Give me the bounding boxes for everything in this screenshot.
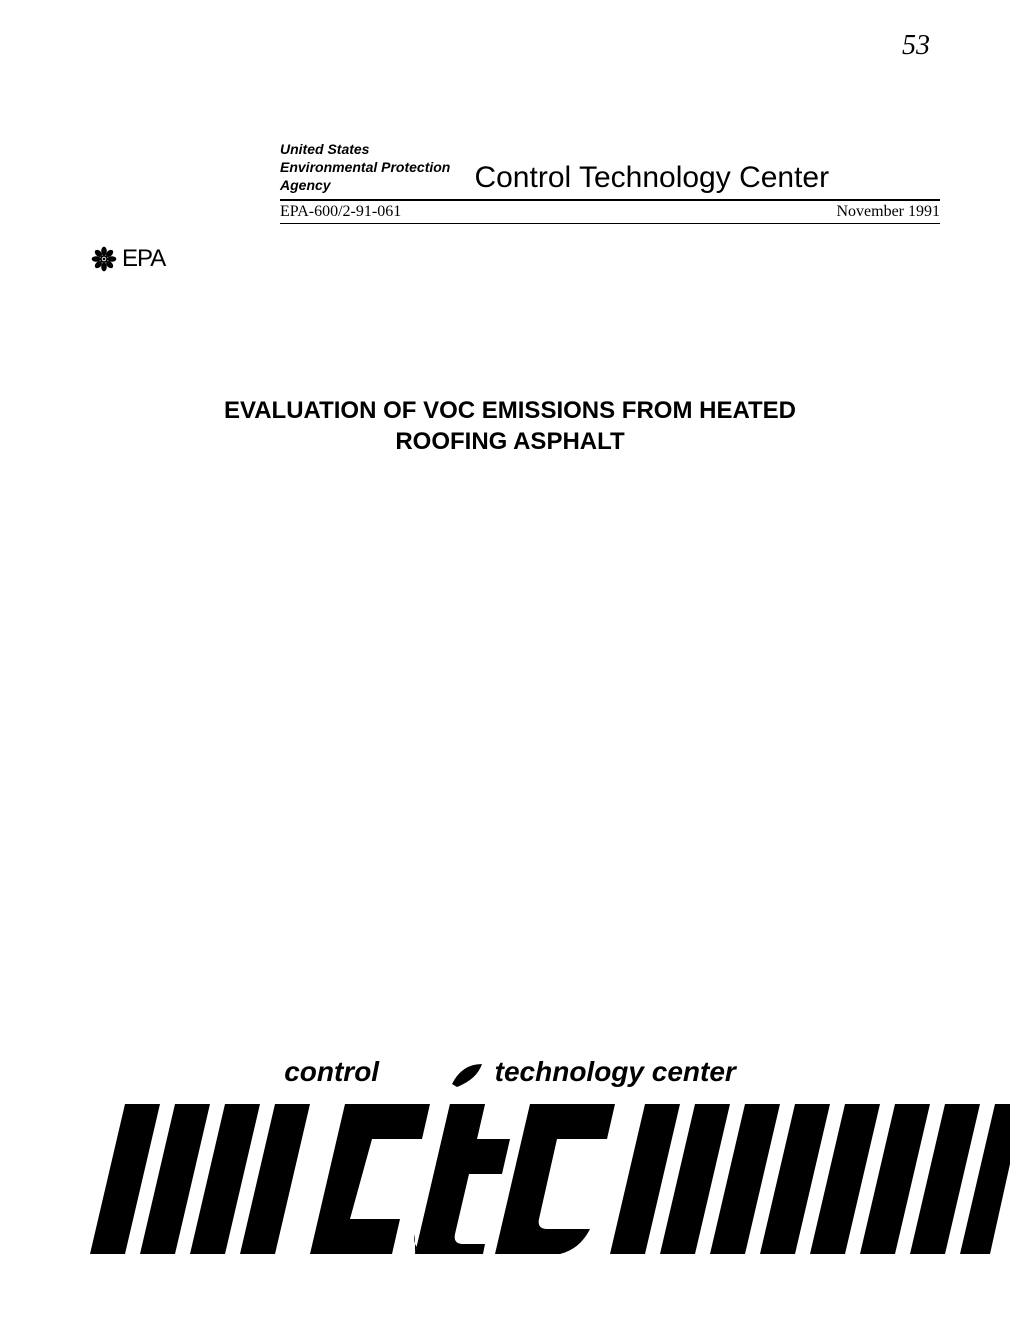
- header-rule-bottom: [280, 223, 940, 224]
- document-title: EVALUATION OF VOC EMISSIONS FROM HEATED …: [0, 395, 1020, 457]
- title-line-1: EVALUATION OF VOC EMISSIONS FROM HEATED: [100, 395, 920, 426]
- agency-line-1: United States: [280, 141, 369, 157]
- footer-tagline-right: technology center: [495, 1056, 736, 1087]
- agency-line-2: Environmental Protection: [280, 159, 450, 175]
- agency-name: United States Environmental Protection A…: [280, 140, 460, 195]
- epa-flower-icon: [90, 245, 118, 273]
- handwritten-page-number: 53: [902, 30, 930, 62]
- report-date: November 1991: [836, 203, 940, 221]
- footer-tagline-left: control: [284, 1056, 379, 1087]
- document-header: United States Environmental Protection A…: [280, 140, 940, 224]
- footer-tagline: control technology center: [90, 1056, 1020, 1089]
- sub-header-row: EPA-600/2-91-061 November 1991: [280, 203, 940, 221]
- center-title: Control Technology Center: [474, 161, 829, 195]
- ctc-stripes-logo: [90, 1104, 1010, 1254]
- footer-leaf-icon: [447, 1059, 487, 1089]
- agency-line-3: Agency: [280, 177, 331, 193]
- epa-logo: EPA: [90, 245, 165, 273]
- footer: control technology center: [90, 1056, 1020, 1259]
- title-line-2: ROOFING ASPHALT: [100, 426, 920, 457]
- epa-logo-text: EPA: [122, 245, 165, 273]
- report-number: EPA-600/2-91-061: [280, 203, 401, 221]
- header-rule-top: [280, 199, 940, 201]
